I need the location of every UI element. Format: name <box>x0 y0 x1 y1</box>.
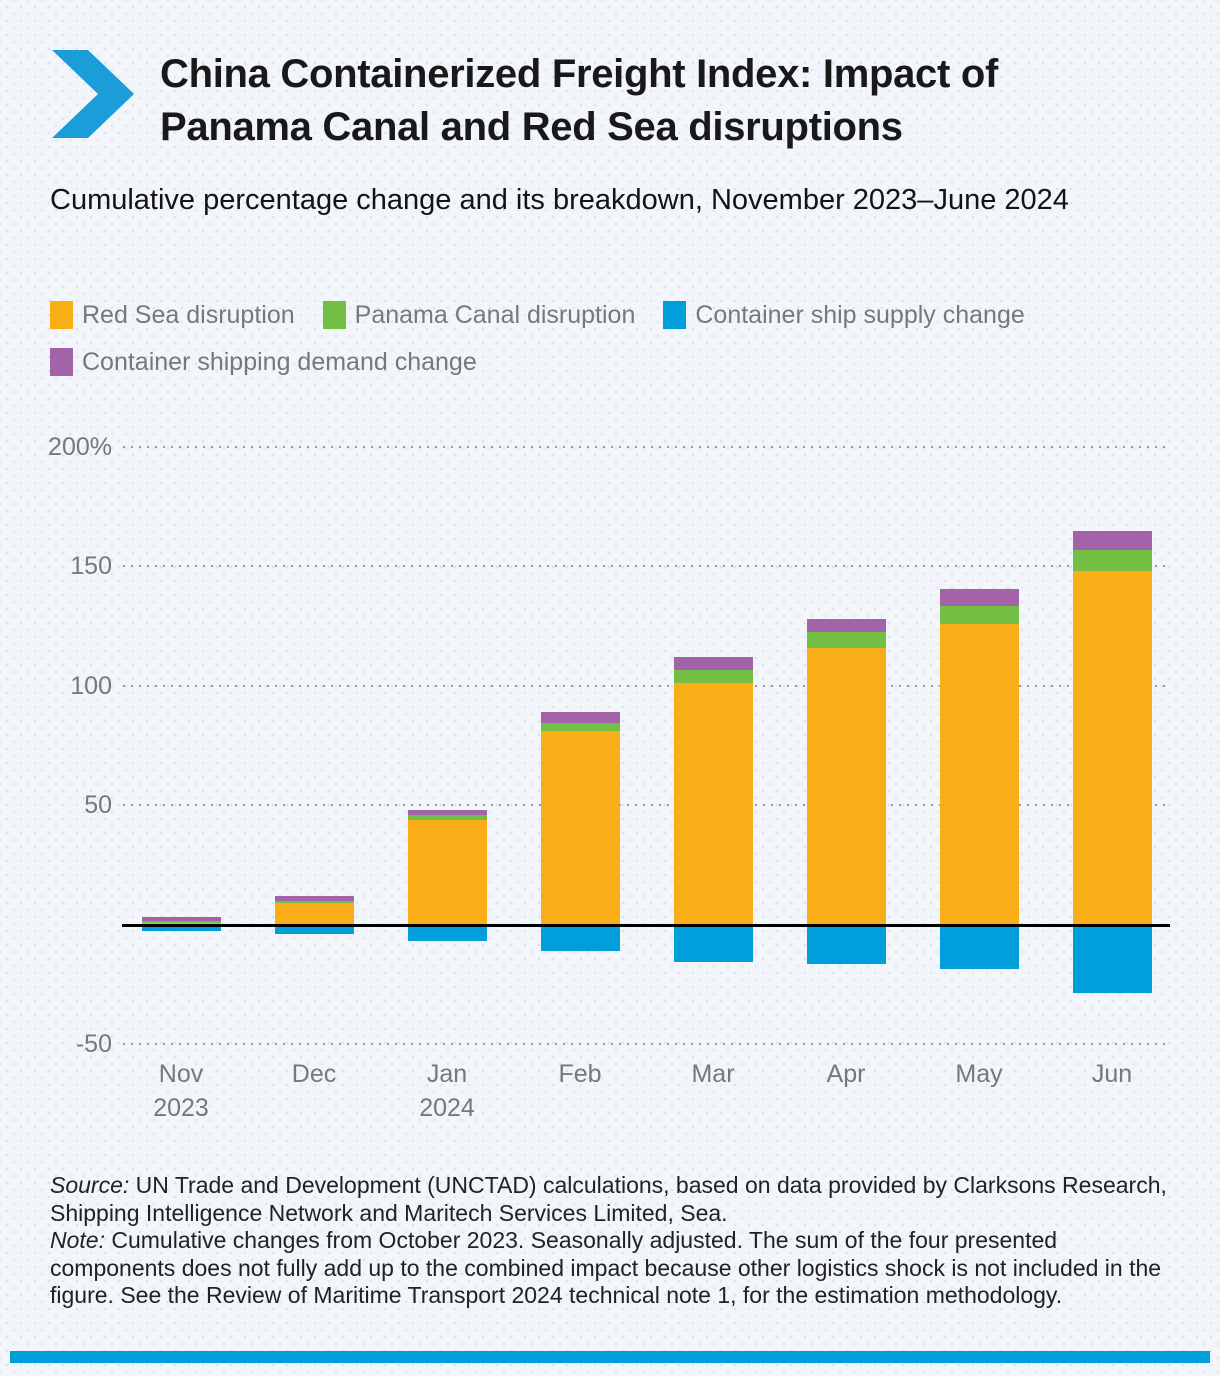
note-text: Note: Cumulative changes from October 20… <box>50 1227 1162 1308</box>
legend: Red Sea disruption Panama Canal disruptio… <box>50 300 1180 377</box>
x-tick-label: May <box>955 1060 1003 1088</box>
x-tick-year-label: 2024 <box>419 1094 475 1122</box>
bottom-accent-bar <box>10 1351 1210 1363</box>
legend-item: Red Sea disruption <box>50 300 295 330</box>
bar-segment <box>939 623 1019 925</box>
gridline--50 <box>123 1043 1170 1045</box>
bar-segment <box>407 819 487 925</box>
legend-swatch-icon <box>322 301 346 329</box>
y-tick-label: 150 <box>70 552 112 581</box>
page-title: China Containerized Freight Index: Impac… <box>160 52 998 149</box>
x-tick-label: Feb <box>558 1060 602 1088</box>
bar-segment <box>1072 549 1152 572</box>
legend-item: Container ship supply change <box>663 300 1025 330</box>
bar-segment <box>806 924 886 964</box>
legend-swatch-icon <box>50 301 73 329</box>
bar-segment <box>274 924 354 935</box>
bar-segment <box>540 722 620 732</box>
legend-label: Container shipping demand change <box>82 347 477 376</box>
legend-label: Panama Canal disruption <box>354 300 636 329</box>
bar-segment <box>274 903 354 925</box>
x-tick-label: Jan <box>426 1060 468 1088</box>
bar-segment <box>407 809 487 815</box>
legend-item: Container shipping demand change <box>50 347 477 377</box>
zero-axis-line <box>122 923 1170 927</box>
gridline-50 <box>123 804 1170 807</box>
bar-segment <box>673 670 753 684</box>
bar-segment <box>407 924 487 942</box>
bar-segment <box>274 900 354 904</box>
legend-label: Container ship supply change <box>695 300 1025 329</box>
x-tick-label: Nov <box>158 1060 204 1088</box>
bar-segment <box>540 924 620 951</box>
chart-subtitle: Cumulative percentage change and its bre… <box>50 184 1069 216</box>
legend-label: Red Sea disruption <box>82 300 295 329</box>
note-label: Note: <box>50 1227 105 1253</box>
bar-segment <box>141 917 221 921</box>
bar-segment <box>939 924 1019 969</box>
gridline-100 <box>123 684 1170 687</box>
bar-segment <box>673 683 753 925</box>
x-tick-label: Apr <box>826 1060 866 1088</box>
bar-segment <box>407 814 487 820</box>
bar-segment <box>274 895 354 901</box>
bar-segment <box>806 618 886 633</box>
x-tick-label: Mar <box>691 1060 735 1088</box>
source-label: Source: <box>50 1172 130 1198</box>
bar-segment <box>540 712 620 723</box>
bar-segment <box>939 589 1019 606</box>
x-tick-label: Dec <box>291 1060 337 1088</box>
bar-segment <box>141 924 221 931</box>
y-tick-label: 200% <box>48 433 112 461</box>
y-tick-label: -50 <box>75 1030 112 1058</box>
gridline-200 <box>123 446 1170 448</box>
bar-segment <box>806 647 886 925</box>
legend-item: Panama Canal disruption <box>322 300 636 330</box>
bar-segment <box>1072 530 1152 550</box>
bar-segment <box>806 632 886 648</box>
bar-segment <box>1072 571 1152 925</box>
bar-segment <box>673 924 753 962</box>
y-tick-label: 100 <box>70 671 112 700</box>
chevron-icon <box>52 50 134 138</box>
x-tick-label: Jun <box>1091 1060 1133 1088</box>
bar-segment <box>141 921 221 924</box>
legend-swatch-icon <box>50 348 73 376</box>
y-tick-label: 50 <box>84 791 112 820</box>
bar-segment <box>540 731 620 925</box>
x-tick-year-label: 2023 <box>153 1094 209 1122</box>
bar-segment <box>1072 924 1152 993</box>
bar-segment <box>939 605 1019 624</box>
legend-swatch-icon <box>663 301 687 329</box>
bar-segment <box>673 657 753 671</box>
footer: Source: UN Trade and Development (UNCTAD… <box>50 1172 1170 1310</box>
source-text: Source: UN Trade and Development (UNCTAD… <box>50 1172 1167 1226</box>
gridline-150 <box>123 565 1170 568</box>
